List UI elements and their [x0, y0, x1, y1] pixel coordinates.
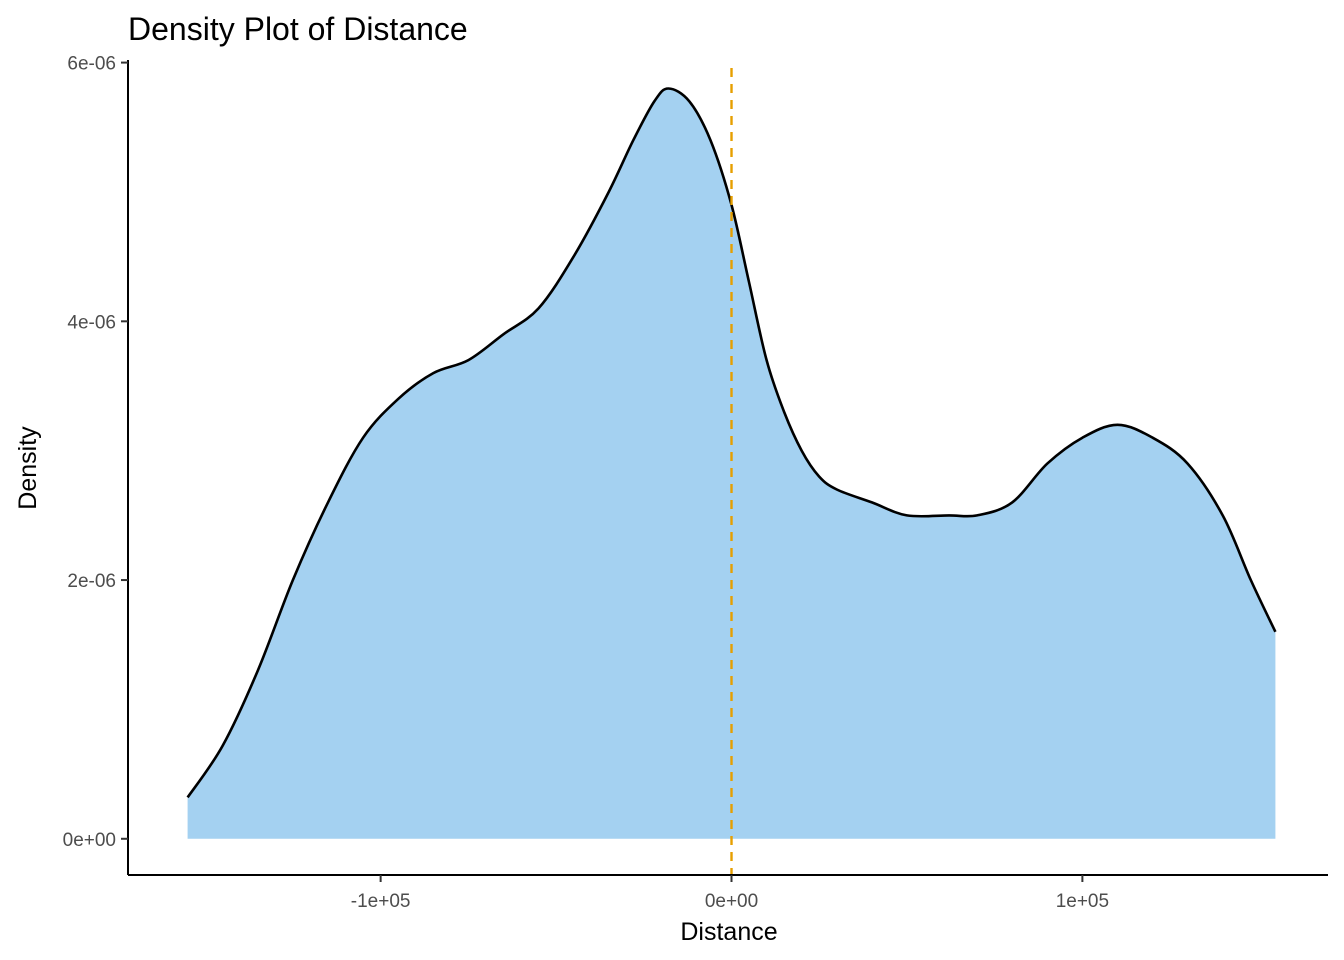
x-tick-label: 1e+05 [1056, 891, 1109, 912]
y-tick-label: 6e-06 [67, 54, 116, 75]
axes: -1e+05 0e+00 1e+05 0e+00 2e-06 4e-06 6e-06 [63, 54, 1328, 912]
y-axis-title: Density [14, 426, 42, 510]
x-tick-label: -1e+05 [351, 891, 411, 912]
plot-area [186, 68, 1277, 875]
y-tick-label: 0e+00 [63, 830, 116, 851]
density-curve [186, 87, 1277, 799]
chart-title: Density Plot of Distance [128, 11, 468, 47]
x-axis-title: Distance [680, 918, 777, 946]
y-tick-label: 4e-06 [67, 312, 116, 333]
y-tick-label: 2e-06 [67, 571, 116, 592]
x-tick-label: 0e+00 [705, 891, 758, 912]
density-area [187, 88, 1276, 839]
